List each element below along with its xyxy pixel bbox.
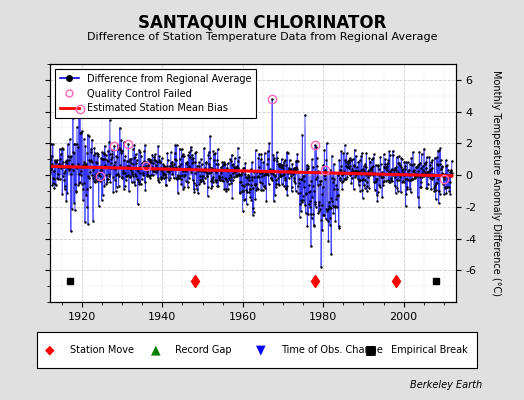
Text: ▲: ▲ bbox=[151, 344, 160, 356]
Legend: Difference from Regional Average, Quality Control Failed, Estimated Station Mean: Difference from Regional Average, Qualit… bbox=[54, 69, 256, 118]
Text: Time of Obs. Change: Time of Obs. Change bbox=[281, 345, 383, 355]
Text: Difference of Station Temperature Data from Regional Average: Difference of Station Temperature Data f… bbox=[87, 32, 437, 42]
Text: ▼: ▼ bbox=[256, 344, 266, 356]
Text: Station Move: Station Move bbox=[70, 345, 134, 355]
FancyBboxPatch shape bbox=[37, 332, 477, 368]
Text: Berkeley Earth: Berkeley Earth bbox=[410, 380, 482, 390]
Text: SANTAQUIN CHLORINATOR: SANTAQUIN CHLORINATOR bbox=[138, 14, 386, 32]
Text: Record Gap: Record Gap bbox=[176, 345, 232, 355]
Text: ■: ■ bbox=[365, 344, 377, 356]
Text: ◆: ◆ bbox=[45, 344, 54, 356]
Y-axis label: Monthly Temperature Anomaly Difference (°C): Monthly Temperature Anomaly Difference (… bbox=[490, 70, 500, 296]
Text: Empirical Break: Empirical Break bbox=[391, 345, 468, 355]
